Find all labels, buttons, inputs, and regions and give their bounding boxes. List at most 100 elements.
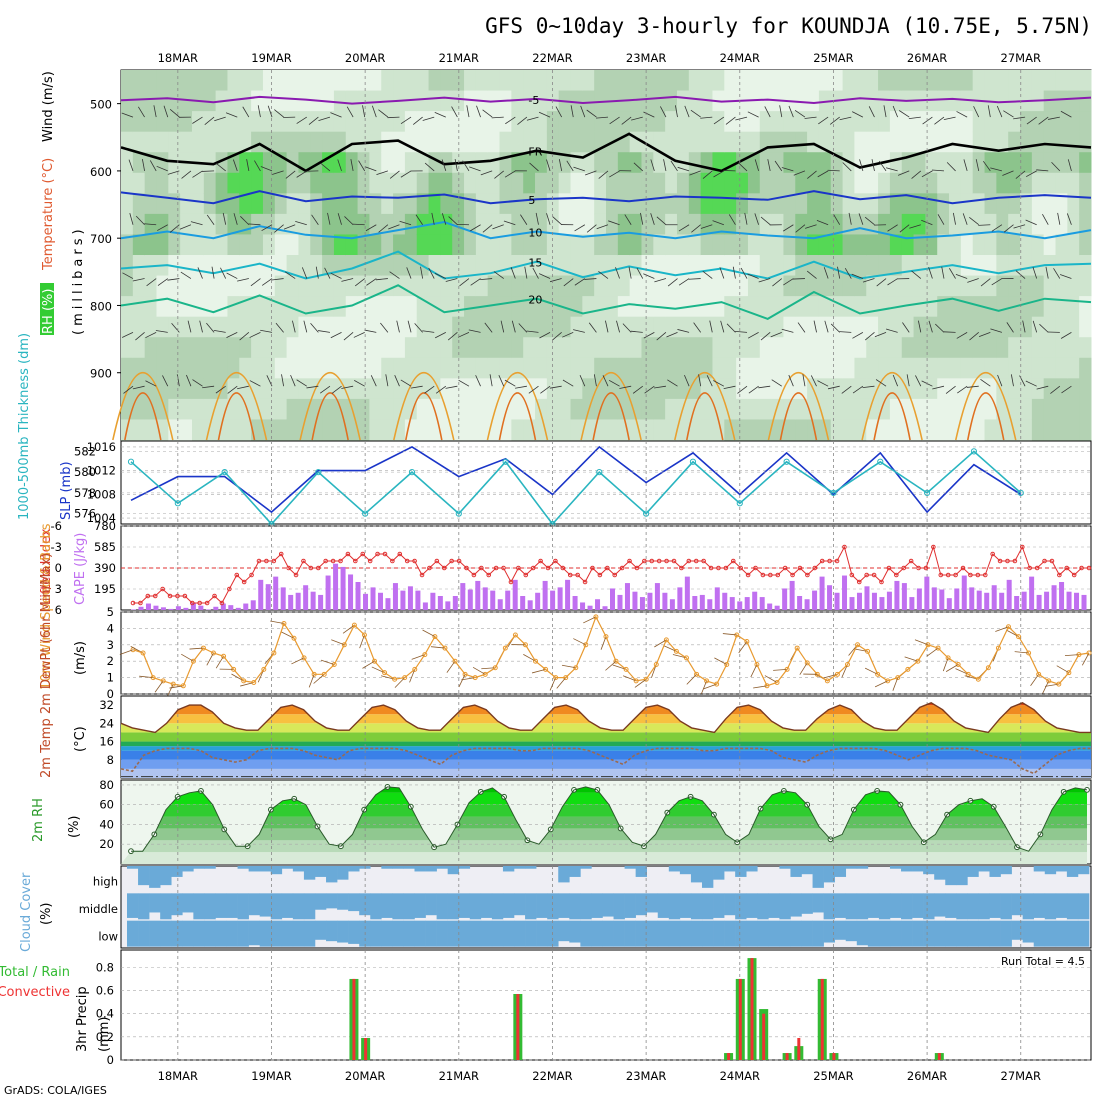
wind-barb xyxy=(354,380,365,387)
cape-bar xyxy=(415,590,421,610)
rh-cell xyxy=(712,357,725,379)
wind-barb xyxy=(754,159,759,172)
rh-cell xyxy=(180,70,193,92)
date-label-top: 24MAR xyxy=(720,51,760,65)
cape-bar xyxy=(931,587,937,610)
cape-bar xyxy=(280,587,286,610)
rh-cell xyxy=(191,398,205,420)
rh-cell xyxy=(913,131,926,153)
wind-point xyxy=(935,645,941,651)
rh-cell xyxy=(310,398,323,420)
cloud-cell-high xyxy=(967,866,979,877)
wind-barb xyxy=(274,109,284,118)
rh-cell xyxy=(168,172,181,194)
rh-cell xyxy=(1067,70,1080,92)
cloud-cell-middle xyxy=(978,893,990,920)
cape-bar xyxy=(991,585,997,610)
wind-barb xyxy=(816,220,829,226)
wind-barb xyxy=(156,165,168,172)
rh-cell xyxy=(452,234,465,256)
rh-cell xyxy=(416,398,430,420)
wind-barb xyxy=(451,106,458,118)
rh-cell xyxy=(688,131,702,153)
rh-cell xyxy=(653,152,666,174)
rh-cell xyxy=(771,337,784,359)
rh-cell xyxy=(215,357,228,379)
cape-bar xyxy=(1044,591,1050,610)
precip-conv-bar xyxy=(762,1013,766,1060)
rh-cell xyxy=(393,419,406,441)
rh-cell xyxy=(795,152,808,174)
wind-barb xyxy=(573,329,585,333)
cloud-cell-high xyxy=(303,866,316,880)
wind-barb xyxy=(524,266,528,279)
wind-barb xyxy=(643,332,655,339)
rh-cell xyxy=(736,337,749,359)
wind-barb xyxy=(562,379,574,387)
rh-cell xyxy=(901,172,915,194)
rh-cell xyxy=(416,316,430,338)
rh-cell xyxy=(499,337,512,359)
rh-cell xyxy=(180,296,193,318)
wind-barb xyxy=(852,385,864,394)
wind-barb xyxy=(935,323,945,333)
rh-cell xyxy=(842,275,855,297)
rh-cell xyxy=(1020,378,1033,400)
rh-cell xyxy=(582,255,595,277)
rh-cell xyxy=(960,111,974,133)
rh-cell xyxy=(889,419,903,441)
rh-cell xyxy=(286,234,299,256)
wind-point xyxy=(985,665,991,671)
rh-cell xyxy=(511,275,524,297)
rh-cell xyxy=(475,378,489,400)
rh-cell xyxy=(345,255,359,277)
ylabel-millibars: (millibars) xyxy=(71,225,86,335)
rh-cell xyxy=(783,357,796,379)
rh-cell xyxy=(807,296,820,318)
wind-barb xyxy=(949,268,956,279)
wind-barb xyxy=(566,160,574,172)
cape-bar xyxy=(452,596,458,610)
rh-cell xyxy=(747,111,761,133)
rh-cell xyxy=(546,398,560,420)
cloud-cell-low xyxy=(204,920,216,947)
wind-barb xyxy=(678,224,690,232)
rh-cell xyxy=(404,419,418,441)
rh-cell xyxy=(901,234,915,256)
rh-cell xyxy=(688,70,702,92)
warm-contour xyxy=(393,372,455,441)
rh-cell xyxy=(286,90,299,112)
warm-contour-inner xyxy=(685,392,724,441)
cape-bar xyxy=(827,585,833,610)
wind-barb xyxy=(528,385,539,394)
li-point xyxy=(219,600,225,606)
rh-cell xyxy=(511,111,524,133)
rh-cell xyxy=(606,213,619,235)
rh-cell xyxy=(546,419,560,441)
rh-cell xyxy=(972,193,986,215)
wind-tick: 2 xyxy=(107,654,114,668)
rh-cell xyxy=(795,193,808,215)
rh-cell xyxy=(641,255,654,277)
rh-cell xyxy=(617,193,631,215)
rh-cell xyxy=(747,419,761,441)
wind-barb-10m xyxy=(1014,651,1029,654)
wind-tick: 4 xyxy=(107,621,114,635)
rh-cell xyxy=(830,296,844,318)
cape-bar xyxy=(1036,594,1042,610)
rh-cell xyxy=(759,90,773,112)
cape-bar xyxy=(550,590,556,610)
rh-cell xyxy=(558,152,572,174)
wind-barb xyxy=(320,162,331,172)
cloud-cell-high xyxy=(701,866,714,888)
rh-cell xyxy=(688,172,702,194)
rh-cell xyxy=(1079,357,1092,379)
rh-cell xyxy=(251,255,264,277)
warm-contour xyxy=(205,372,268,441)
rh-cell xyxy=(144,357,157,379)
rh-line xyxy=(131,786,1088,852)
cloud-cell-middle xyxy=(856,893,869,920)
cloud-cell-middle xyxy=(790,893,802,917)
rh-cell xyxy=(594,234,607,256)
rh-cell xyxy=(168,111,181,133)
